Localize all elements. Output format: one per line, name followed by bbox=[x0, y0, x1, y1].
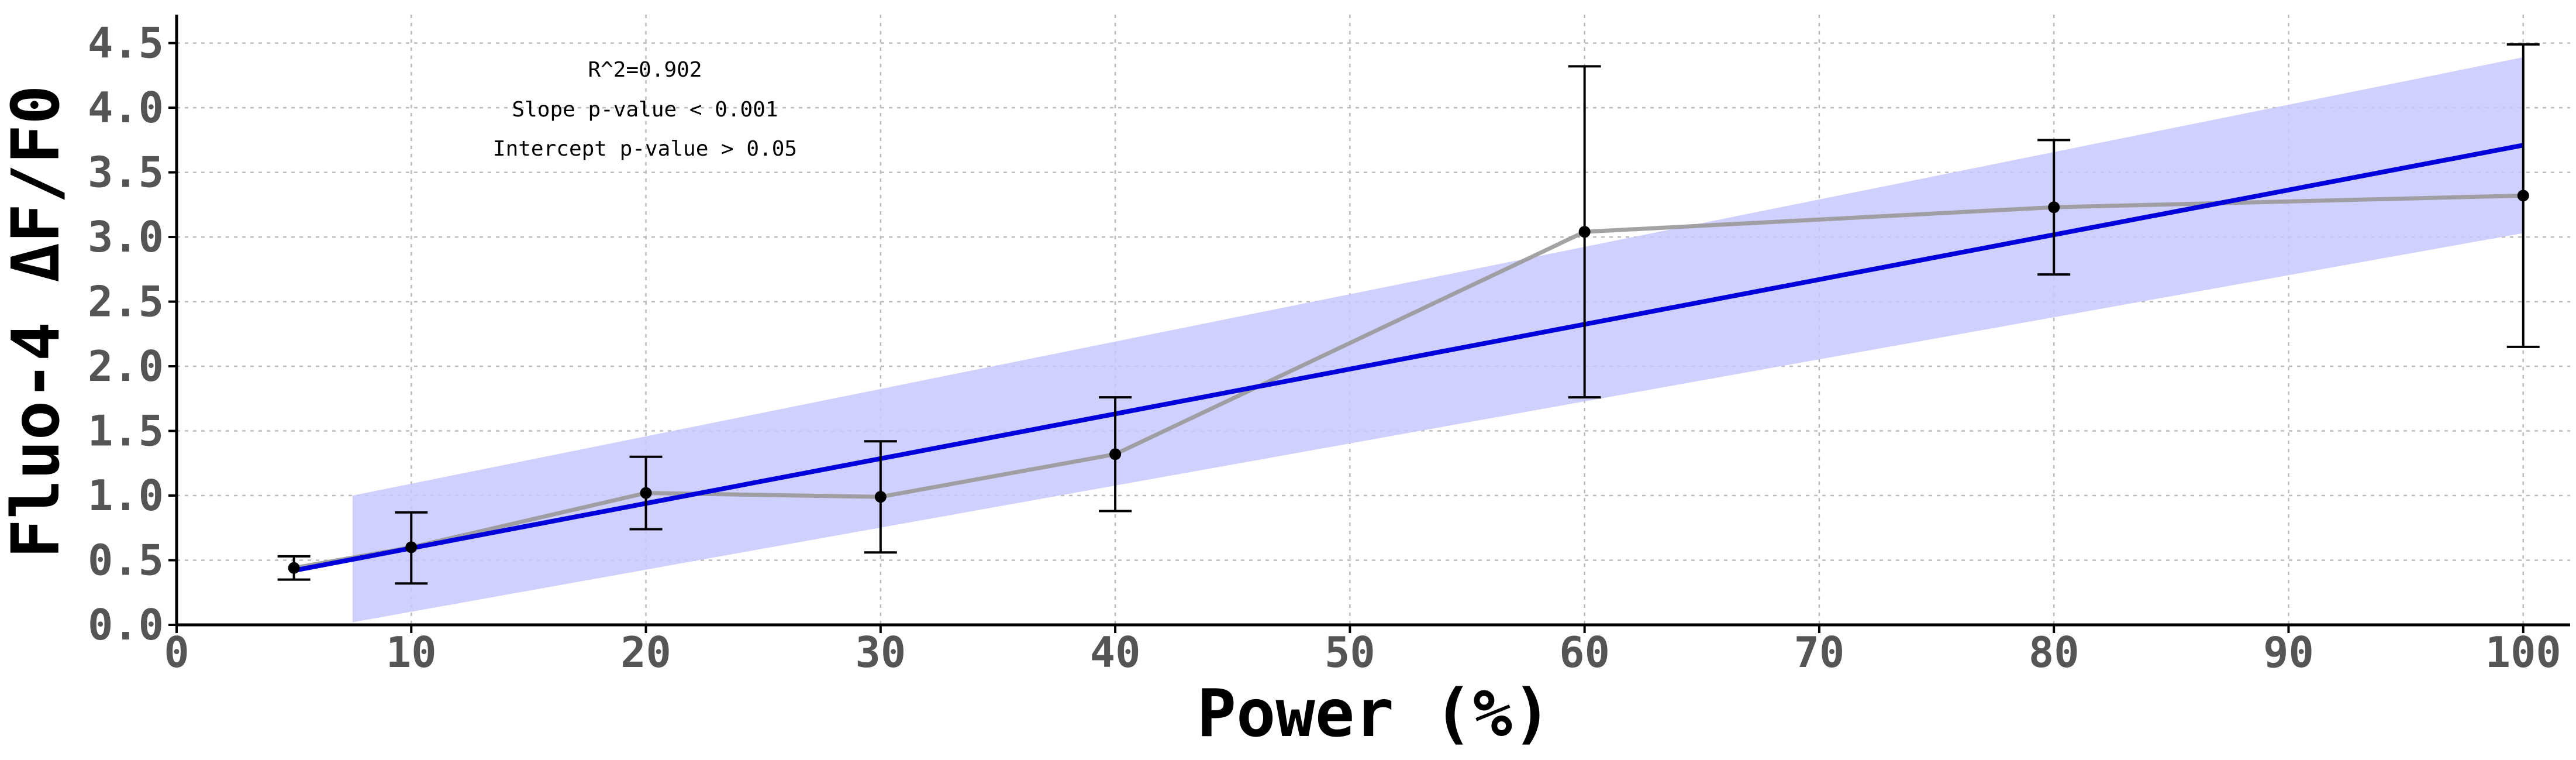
x-tick-label: 80 bbox=[2029, 628, 2080, 677]
x-tick-label: 40 bbox=[1090, 628, 1141, 677]
x-tick-label: 30 bbox=[855, 628, 906, 677]
marker-layer bbox=[288, 190, 2529, 574]
x-tick-label: 60 bbox=[1559, 628, 1610, 677]
y-tick-label: 1.5 bbox=[88, 407, 164, 456]
data-point bbox=[874, 491, 887, 503]
x-tick-label: 10 bbox=[386, 628, 437, 677]
fit-layer bbox=[293, 143, 2524, 573]
data-point bbox=[2048, 201, 2060, 214]
data-point bbox=[1109, 448, 1122, 460]
data-point bbox=[640, 487, 652, 499]
data-point bbox=[405, 541, 418, 553]
data-point bbox=[2517, 190, 2529, 202]
data-series-line bbox=[294, 193, 2523, 570]
y-tick-label: 2.5 bbox=[88, 277, 164, 326]
y-tick-label: 3.5 bbox=[88, 148, 164, 197]
x-tick-label: 70 bbox=[1794, 628, 1845, 677]
annotation-intercept-p: Intercept p-value > 0.05 bbox=[493, 137, 797, 161]
x-tick-label: 90 bbox=[2263, 628, 2314, 677]
series-layer bbox=[294, 193, 2523, 570]
x-axis-title: Power (%) bbox=[1197, 676, 1552, 752]
x-tick-label: 50 bbox=[1325, 628, 1375, 677]
y-axis-title: Fluo-4 ΔF/F0 bbox=[0, 85, 74, 558]
x-tick-label: 0 bbox=[164, 628, 189, 677]
confidence-band bbox=[352, 57, 2523, 623]
y-tick-label: 1.0 bbox=[88, 471, 164, 520]
data-point bbox=[1578, 226, 1591, 238]
annotation-r2: R^2=0.902 bbox=[588, 58, 702, 82]
regression-fit-line bbox=[293, 143, 2524, 573]
x-tick-label: 20 bbox=[620, 628, 671, 677]
annotation-layer: R^2=0.902 Slope p-value < 0.001 Intercep… bbox=[493, 58, 797, 161]
data-point bbox=[288, 562, 300, 574]
y-tick-label: 0.0 bbox=[88, 600, 164, 649]
annotation-slope-p: Slope p-value < 0.001 bbox=[512, 98, 778, 122]
y-tick-label: 0.5 bbox=[88, 536, 164, 585]
confidence-band-layer bbox=[352, 57, 2523, 623]
axes-layer: 0 10 20 30 40 50 60 70 80 90 100 0.0 0.5 1.0 1.5 2.0 2.5… bbox=[88, 15, 2570, 677]
y-tick-label: 3.0 bbox=[88, 212, 164, 262]
y-tick-label: 4.5 bbox=[88, 19, 164, 68]
y-tick-label: 2.0 bbox=[88, 342, 164, 391]
x-tick-label: 100 bbox=[2485, 628, 2561, 677]
y-tick-label: 4.0 bbox=[88, 83, 164, 132]
